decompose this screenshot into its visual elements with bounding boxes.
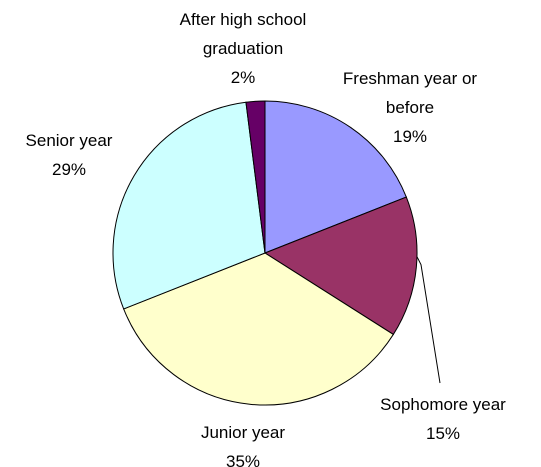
slice-name-line: before	[386, 98, 434, 117]
slice-percent-label: 15%	[426, 424, 460, 443]
slice-labels: Freshman year or before 19% Sophomore year 1…	[26, 10, 507, 467]
slice-name-line: Junior year	[201, 423, 285, 442]
slice-percent-label: 29%	[52, 160, 86, 179]
slice-label-senior-year: Senior year 29%	[26, 131, 113, 179]
pie-slice-freshman-year-or-before	[264, 100, 407, 254]
leader-line-sophomore-year	[416, 256, 441, 384]
slice-percent-label: 19%	[393, 127, 427, 146]
slice-label-junior-year: Junior year 35%	[201, 423, 285, 467]
slice-name-line: Sophomore year	[380, 395, 506, 414]
pie-slice-senior-year	[112, 101, 266, 310]
slice-label-after-high-school-graduation: After high school graduation 2%	[180, 10, 307, 87]
slice-name-line: Senior year	[26, 131, 113, 150]
pie-slices	[112, 100, 418, 406]
slice-percent-label: 2%	[231, 68, 256, 87]
pie-slice-sophomore-year	[263, 196, 418, 336]
leader-lines	[416, 256, 441, 384]
slice-name-line: After high school	[180, 10, 307, 29]
slice-label-freshman-year-or-before: Freshman year or before 19%	[343, 69, 477, 146]
slice-percent-label: 35%	[226, 452, 260, 467]
slice-name-line: Freshman year or	[343, 69, 477, 88]
pie-slice-junior-year	[123, 252, 395, 406]
slice-name-line: graduation	[203, 39, 283, 58]
pie-slice-after-high-school-graduation	[245, 100, 266, 254]
slice-label-sophomore-year: Sophomore year 15%	[380, 395, 506, 443]
